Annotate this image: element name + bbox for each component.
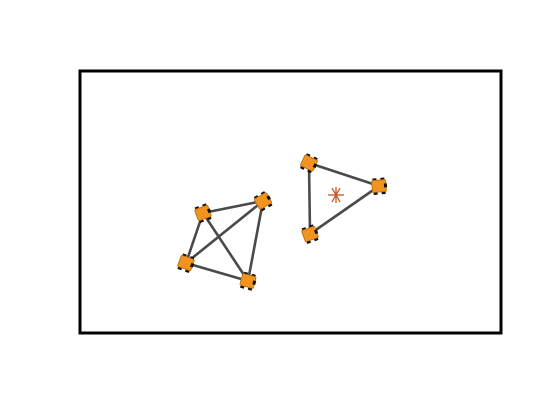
robot-sensor — [383, 183, 388, 188]
robot-sensor — [314, 229, 319, 235]
robot-sensor — [190, 262, 195, 268]
robot-wheel — [184, 269, 190, 274]
robot-wheel — [206, 216, 212, 221]
robot-sensor — [266, 195, 271, 201]
robot-wheel — [381, 191, 386, 195]
four-robot-formation-robot-2 — [177, 253, 195, 274]
robot-sensor — [252, 280, 257, 286]
four-robot-formation-edge-0 — [201, 199, 265, 215]
robot-wheel — [253, 195, 259, 200]
robot-wheel — [299, 165, 305, 170]
arena-boundary — [78, 69, 503, 335]
three-robot-formation-robot-2 — [301, 224, 319, 245]
four-robot-formation-robot-3 — [239, 271, 257, 291]
four-robot-formation-robot-0 — [194, 203, 212, 224]
three-robot-formation-edge-1 — [308, 184, 381, 236]
robot-agents — [177, 153, 388, 291]
four-robot-formation-robot-1 — [253, 191, 273, 212]
robot-wheel — [260, 191, 266, 196]
four-robot-formation-edge-5 — [184, 261, 250, 283]
four-robot-formation-edge-3 — [184, 199, 265, 265]
robot-wheel — [306, 240, 312, 245]
asterisk-target-icon — [328, 187, 344, 203]
robot-wheel — [307, 169, 312, 174]
robot-sensor — [207, 208, 212, 214]
three-robot-formation-robot-0 — [299, 153, 318, 174]
robot-sensor — [312, 163, 318, 169]
robot-wheel — [313, 237, 319, 242]
robot-wheel — [260, 207, 266, 212]
robot-wheel — [267, 203, 273, 208]
robot-wheel — [373, 192, 378, 195]
four-robot-formation-edge-2 — [201, 211, 250, 283]
three-robot-formation-robot-1 — [371, 177, 388, 195]
robot-wheel — [199, 219, 205, 224]
three-robot-formation-edge-0 — [307, 161, 381, 188]
robot-wheel — [177, 266, 183, 271]
formation-edges — [184, 161, 381, 283]
three-robot-formation-edge-2 — [307, 161, 312, 236]
four-robot-formation-edge-4 — [246, 199, 265, 283]
